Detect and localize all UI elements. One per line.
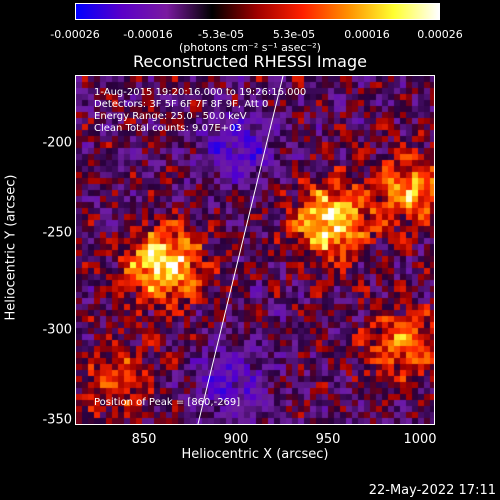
colorbar-tick: -5.3e-05 (197, 28, 245, 41)
x-axis-label: Heliocentric X (arcsec) (181, 447, 329, 462)
peak-position: Position of Peak = [860,-269] (94, 397, 241, 408)
y-tick: -300 (42, 322, 72, 338)
heatmap (76, 76, 434, 424)
colorbar (75, 3, 440, 20)
x-tick: 1000 (403, 432, 437, 447)
colorbar-tick: 0.00026 (417, 28, 463, 41)
colorbar-tick: -0.00016 (123, 28, 173, 41)
info-detectors: Detectors: 3F 5F 6F 7F 8F 9F, Att 0 (94, 99, 269, 110)
colorbar-tick: -0.00026 (50, 28, 100, 41)
timestamp: 22-May-2022 17:11 (368, 483, 496, 498)
info-time: 1-Aug-2015 19:20:16.000 to 19:26:16.000 (94, 87, 307, 98)
image-plot: 1-Aug-2015 19:20:16.000 to 19:26:16.000 … (75, 75, 435, 425)
limb-line (197, 76, 284, 424)
x-tick: 850 (131, 432, 157, 447)
x-tick: 900 (223, 432, 249, 447)
info-energy: Energy Range: 25.0 - 50.0 keV (94, 111, 247, 122)
colorbar-tick: 0.00016 (344, 28, 390, 41)
colorbar-unit: (photons cm⁻² s⁻¹ asec⁻²) (179, 41, 321, 54)
colorbar-tick: 5.3e-05 (272, 28, 316, 41)
y-tick: -350 (42, 412, 72, 428)
info-clean: Clean Total counts: 9.07E+03 (94, 123, 242, 134)
y-axis-label: Heliocentric Y (arcsec) (3, 174, 19, 321)
plot-title: Reconstructed RHESSI Image (133, 52, 367, 71)
y-tick: -250 (42, 225, 72, 241)
x-tick: 950 (315, 432, 341, 447)
y-tick: -200 (42, 135, 72, 151)
